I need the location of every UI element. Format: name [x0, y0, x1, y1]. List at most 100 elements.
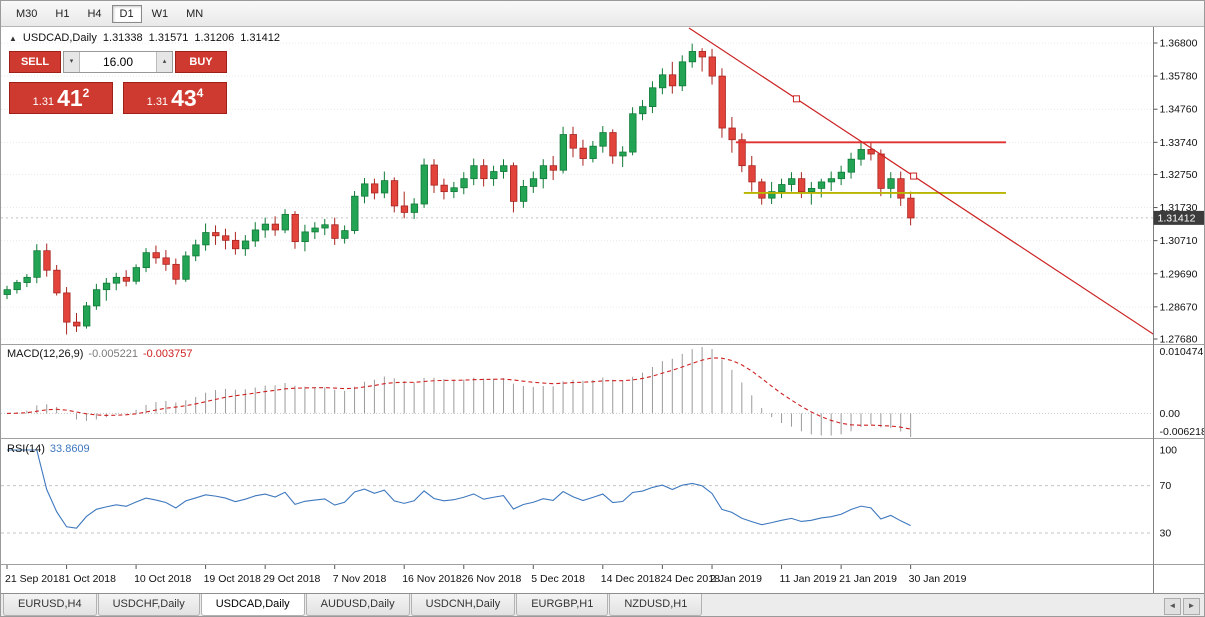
timeframe-button-d1[interactable]: D1	[111, 4, 142, 23]
sell-button[interactable]: SELL	[9, 51, 61, 73]
candle-body	[33, 250, 41, 278]
candle-body	[241, 240, 250, 250]
macd-value-1: -0.005221	[88, 348, 138, 360]
candle-body	[390, 180, 399, 207]
candle-body	[470, 165, 478, 180]
candle-body	[400, 205, 409, 213]
macd-value-2: -0.003757	[142, 348, 193, 360]
candle-body	[361, 183, 369, 197]
macd-axis-label: -0.006218	[1160, 426, 1205, 438]
candle-body	[341, 230, 349, 239]
candle-body	[301, 231, 309, 243]
candle-body	[549, 165, 558, 171]
symbol-label: USDCAD,Daily	[22, 32, 97, 44]
candle-body	[748, 165, 756, 183]
rsi-line	[7, 449, 911, 529]
timeframe-button-m30[interactable]: M30	[16, 7, 38, 20]
trendline[interactable]	[688, 27, 1154, 335]
tab-scroll-left-icon[interactable]: ◄	[1164, 598, 1181, 615]
chart-tab-nzdusd-h1[interactable]: NZDUSD,H1	[609, 594, 703, 616]
price-axis-label: 1.35780	[1160, 71, 1198, 83]
candle-body	[63, 292, 71, 323]
rsi-name: RSI(14)	[7, 443, 45, 455]
chart-tab-eurgbp-h1[interactable]: EURGBP,H1	[516, 594, 609, 616]
candle-body	[609, 132, 617, 157]
candle-body	[420, 164, 428, 205]
chart-tab-usdchf-daily[interactable]: USDCHF,Daily	[97, 594, 200, 616]
sell-price-button[interactable]: 1.31 41 2	[9, 82, 113, 114]
sell-price-big: 41	[57, 85, 83, 111]
candle-body	[331, 224, 339, 239]
candle-body	[599, 132, 607, 147]
candle-body	[271, 223, 280, 231]
date-axis-label: 21 Jan 2019	[839, 573, 897, 585]
date-axis-label: 16 Nov 2018	[402, 573, 462, 585]
price-axis-label: 1.27680	[1160, 333, 1198, 345]
candle-body	[311, 227, 319, 233]
price-axis-label: 1.33740	[1160, 137, 1198, 149]
chart-ohlc-header: ▲ USDCAD,Daily 1.31338 1.31571 1.31206 1…	[9, 32, 280, 44]
candle-body	[212, 232, 220, 237]
date-axis-label: 21 Sep 2018	[5, 573, 65, 585]
price-axis-label: 1.28670	[1160, 301, 1198, 313]
candle-body	[53, 269, 61, 294]
candle-body	[132, 267, 140, 282]
candle-body	[83, 305, 91, 327]
open-value: 1.31338	[102, 32, 143, 44]
chart-tab-bar: EURUSD,H4 USDCHF,Daily USDCAD,Daily AUDUSD,…	[1, 593, 1204, 616]
candle-body	[649, 87, 657, 108]
candle-body	[768, 191, 776, 199]
candle-body	[877, 153, 885, 189]
candle-body	[688, 51, 697, 63]
tab-scroll-right-icon[interactable]: ►	[1183, 598, 1200, 615]
rsi-indicator-label: RSI(14) 33.8609	[7, 443, 90, 455]
timeframe-button-h4[interactable]: H4	[87, 7, 102, 20]
candle-body	[867, 149, 875, 155]
timeframe-button-w1[interactable]: W1	[151, 7, 169, 20]
chart-tab-eurusd-h4[interactable]: EURUSD,H4	[3, 594, 97, 616]
date-axis-label: 7 Nov 2018	[333, 573, 387, 585]
candle-body	[490, 171, 498, 180]
close-value: 1.31412	[240, 32, 280, 44]
date-axis-label: 26 Nov 2018	[462, 573, 522, 585]
candle-body	[112, 276, 121, 284]
trendline-handle[interactable]	[910, 172, 918, 180]
candle-body	[182, 255, 190, 280]
buy-price-prefix: 1.31	[146, 96, 169, 108]
candle-body	[92, 289, 101, 307]
chart-tab-usdcad-daily[interactable]: USDCAD,Daily	[200, 594, 305, 616]
buy-price-button[interactable]: 1.31 43 4	[123, 82, 227, 114]
candle-body	[480, 165, 488, 180]
candle-body	[321, 224, 329, 229]
chart-tab-audusd-daily[interactable]: AUDUSD,Daily	[305, 594, 410, 616]
candle-body	[698, 51, 706, 58]
candle-body	[559, 134, 567, 171]
candle-body	[510, 165, 518, 202]
candle-body	[3, 289, 11, 295]
collapse-trading-panel-icon[interactable]: ▲	[9, 33, 17, 43]
candle-body	[231, 239, 240, 250]
candle-body	[222, 235, 230, 241]
timeframe-button-h1[interactable]: H1	[55, 7, 70, 20]
date-axis-label: 10 Oct 2018	[134, 573, 191, 585]
candle-body	[629, 113, 637, 153]
volume-increase-button[interactable]: ▴	[156, 52, 172, 72]
timeframe-button-mn[interactable]: MN	[186, 7, 204, 20]
buy-button[interactable]: BUY	[175, 51, 227, 73]
timeframe-toolbar: M30 H1 H4 D1 W1 MN	[1, 1, 1204, 27]
candle-body	[142, 252, 150, 268]
chart-tab-usdcnh-daily[interactable]: USDCNH,Daily	[410, 594, 516, 616]
volume-decrease-button[interactable]: ▾	[64, 52, 80, 72]
volume-spinner: ▾ 16.00 ▴	[63, 51, 173, 73]
volume-input[interactable]: 16.00	[102, 55, 134, 69]
candle-body	[738, 139, 746, 167]
candle-body	[678, 61, 687, 87]
tab-scroll-buttons: ◄ ►	[1164, 598, 1200, 615]
current-price-tag	[1153, 210, 1204, 225]
candle-body	[569, 134, 577, 149]
candle-body	[460, 178, 468, 189]
trendline-handle[interactable]	[792, 95, 800, 103]
candle-body	[589, 145, 597, 159]
candle-body	[728, 127, 736, 141]
